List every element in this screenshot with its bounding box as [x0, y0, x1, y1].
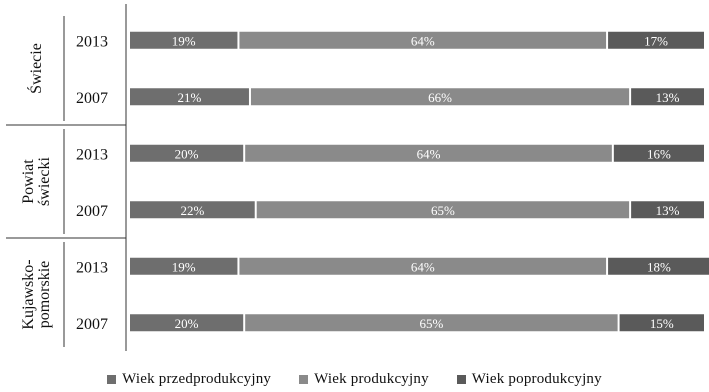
data-label: 17% — [644, 33, 668, 48]
bar-segment — [608, 31, 704, 49]
bar-segment — [608, 257, 709, 275]
bar-segment — [130, 88, 249, 106]
data-label: 64% — [417, 146, 441, 161]
year-tick-label: 2013 — [76, 33, 108, 50]
bar-segment — [613, 144, 704, 162]
bar-segment — [130, 31, 238, 49]
bar-segment — [130, 201, 255, 219]
legend-swatch — [456, 375, 466, 384]
data-label: 20% — [175, 146, 199, 161]
data-label: 64% — [411, 33, 435, 48]
group-label: Kujawsko-pomorskie — [20, 259, 53, 329]
data-label: 15% — [650, 316, 674, 331]
data-label: 21% — [178, 90, 202, 105]
legend-label: Wiek produkcyjny — [314, 371, 429, 387]
bar-segment — [245, 314, 618, 332]
group-label: Powiatświecki — [20, 157, 53, 206]
bar-segment — [631, 201, 704, 219]
data-label: 64% — [411, 259, 435, 274]
bar-segment — [256, 201, 630, 219]
year-tick-label: 2007 — [76, 90, 108, 107]
group-label: Świecie — [26, 43, 45, 94]
bar-segment — [130, 257, 238, 275]
legend-label: Wiek przedprodukcyjny — [122, 371, 272, 387]
legend: Wiek przedprodukcyjny Wiek produkcyjny Wie… — [0, 367, 709, 392]
data-label: 65% — [431, 203, 455, 218]
stacked-bar-chart: Świecie Powiatświecki Kujawsko-pomorskie 20… — [6, 4, 709, 351]
bar-segment — [239, 257, 607, 275]
data-label: 13% — [656, 90, 680, 105]
legend-swatch — [299, 375, 309, 384]
legend-label: Wiek poprodukcyjny — [471, 371, 602, 387]
legend-swatch — [107, 375, 117, 384]
data-label: 66% — [428, 90, 452, 105]
bar-segment — [130, 144, 244, 162]
bar-segment — [250, 88, 630, 106]
bar-segment — [239, 31, 607, 49]
data-label: 22% — [180, 203, 204, 218]
data-label: 20% — [175, 316, 199, 331]
legend-item: Wiek poprodukcyjny — [456, 367, 602, 392]
legend-item: Wiek produkcyjny — [299, 367, 429, 392]
data-label: 13% — [656, 203, 680, 218]
year-tick-label: 2013 — [76, 259, 108, 276]
data-label: 16% — [647, 146, 671, 161]
year-tick-label: 2013 — [76, 146, 108, 163]
year-tick-label: 2007 — [76, 316, 108, 333]
data-label: 18% — [647, 259, 671, 274]
year-tick-label: 2007 — [76, 203, 108, 220]
data-label: 19% — [172, 33, 196, 48]
legend-item: Wiek przedprodukcyjny — [107, 367, 271, 392]
bar-segment — [619, 314, 704, 332]
bar-segment — [631, 88, 704, 106]
bar-segment — [130, 314, 244, 332]
data-label: 19% — [172, 259, 196, 274]
bar-segment — [245, 144, 612, 162]
data-label: 65% — [419, 316, 443, 331]
